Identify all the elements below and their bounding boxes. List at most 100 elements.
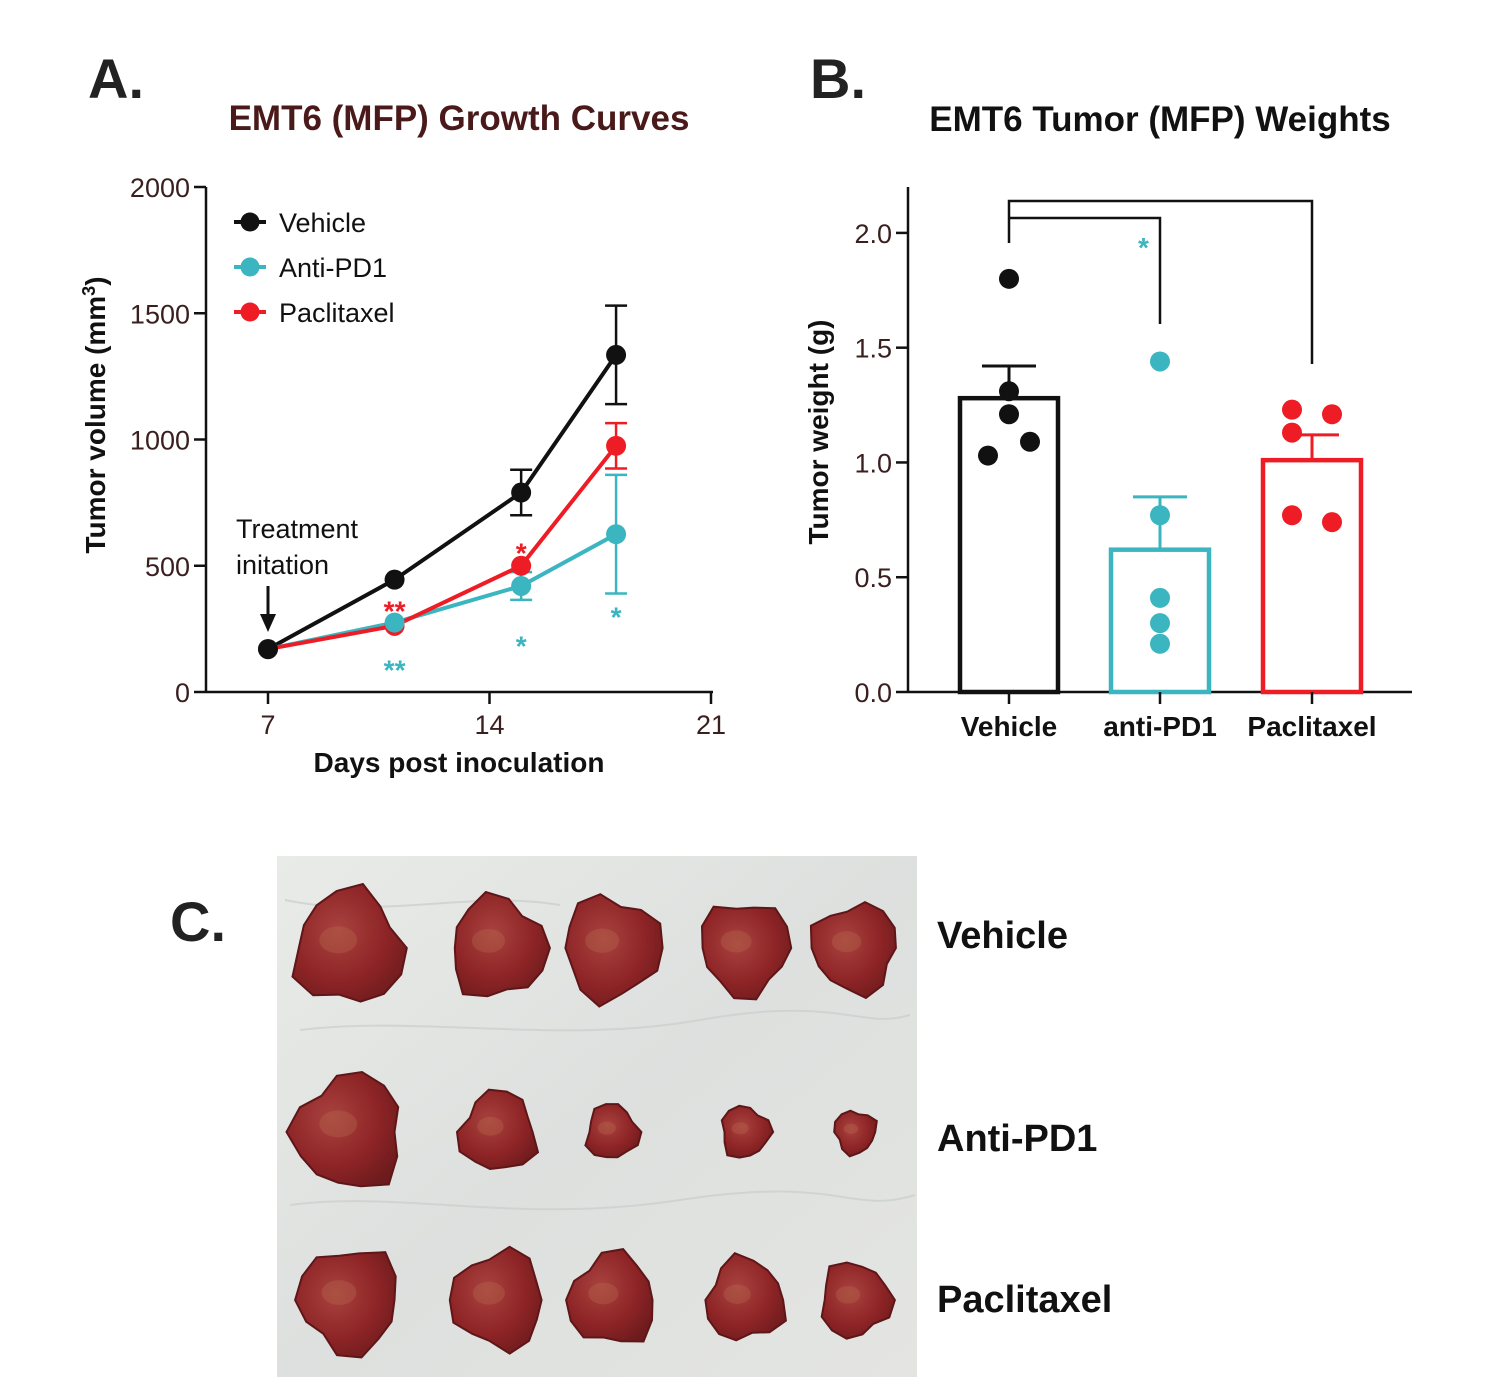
treatment-arrow-head — [260, 614, 276, 632]
chart-a-significance-marks: ******* — [384, 537, 622, 685]
tumor-sample — [584, 1103, 643, 1159]
panel-c-letter: C. — [170, 890, 226, 953]
tumor-sample — [700, 905, 793, 1001]
bracket-vehicle-paclitaxel — [1007, 199, 1314, 364]
tumor-highlight — [835, 1285, 861, 1304]
legend-marker — [240, 302, 260, 322]
tumor-highlight — [472, 1281, 505, 1305]
tumor-highlight — [319, 1110, 358, 1138]
data-point-paclitaxel — [511, 555, 532, 576]
panel-b-letter: B. — [810, 47, 866, 110]
significance-mark: ** — [384, 595, 406, 626]
data-point-vehicle — [1020, 431, 1040, 452]
category-label-paclitaxel: Paclitaxel — [1247, 711, 1376, 742]
chart-a-x-tick-label: 7 — [260, 710, 275, 740]
legend-marker — [240, 257, 260, 277]
legend-label: Vehicle — [279, 208, 366, 238]
treatment-arrow-icon — [260, 586, 276, 632]
significance-mark: * — [516, 631, 527, 662]
significance-mark: ** — [384, 655, 406, 686]
tumor-highlight — [731, 1122, 749, 1135]
data-point-paclitaxel — [1282, 399, 1302, 420]
tumor-sample — [565, 1248, 654, 1343]
chart-a-y-tick-label: 2000 — [130, 173, 190, 203]
tumor-sample — [455, 1088, 540, 1171]
bar-paclitaxel — [1260, 457, 1364, 695]
chart-b-y-tick-label: 0.0 — [854, 678, 892, 708]
data-point-paclitaxel — [1322, 512, 1342, 533]
significance-mark: * — [1138, 232, 1149, 263]
data-point-anti-pd1 — [1150, 505, 1170, 526]
tumor-highlight — [831, 931, 862, 953]
chart-a-x-tick-label: 14 — [474, 710, 504, 740]
panel-b-tumor-weights: B. EMT6 Tumor (MFP) Weights 0.0 0.5 1.0 1.5… — [803, 47, 1412, 742]
significance-mark: * — [516, 537, 527, 568]
panel-a-growth-curves: A. EMT6 (MFP) Growth Curves 0 500 1000 1500… — [79, 47, 726, 778]
chart-a-x-ticks: 7 14 21 — [260, 692, 726, 740]
tumor-sample — [720, 1104, 775, 1159]
tumor-highlight — [321, 1280, 357, 1305]
chart-a-legend: Vehicle Anti-PD1 Paclitaxel — [234, 208, 395, 328]
chart-a-y-tick-label: 0 — [175, 678, 190, 708]
tumor-highlight — [720, 930, 752, 953]
chart-a-y-axis-title-close: ) — [80, 276, 111, 285]
panel-a-letter: A. — [88, 47, 144, 110]
tumor-highlight — [597, 1121, 616, 1135]
tumor-highlight — [471, 928, 506, 953]
tumor-sample — [809, 900, 897, 1000]
data-point-vehicle — [999, 381, 1019, 402]
tumor-highlight — [723, 1284, 751, 1304]
tumor-sample — [285, 1070, 400, 1188]
chart-a-y-axis-title-main: Tumor volume (mm — [80, 296, 111, 554]
data-point-anti-pd1 — [1150, 633, 1170, 654]
data-point-vehicle — [511, 482, 532, 503]
chart-b-significance-brackets: * — [1007, 199, 1314, 364]
tumor-highlight — [588, 1282, 619, 1305]
tumor-sample — [453, 890, 551, 998]
data-point-vehicle — [999, 268, 1019, 289]
tumor-highlight — [585, 928, 620, 953]
chart-b-data-points — [978, 268, 1342, 654]
chart-a-data-points — [258, 344, 627, 660]
bracket-vehicle-anti-pd1 — [1009, 216, 1162, 324]
legend-label: Paclitaxel — [279, 298, 395, 328]
photo-row-label-anti-pd1: Anti-PD1 — [937, 1118, 1097, 1160]
significance-mark: * — [611, 602, 622, 633]
data-point-anti-pd1 — [1150, 587, 1170, 608]
tumor-sample — [291, 882, 408, 1003]
data-point-anti-pd1 — [606, 524, 627, 545]
chart-a-y-axis-title: Tumor volume (mm3) — [79, 276, 111, 553]
data-point-paclitaxel — [1322, 404, 1342, 425]
tumor-sample — [448, 1245, 543, 1355]
chart-a-x-tick-label: 21 — [696, 710, 726, 740]
tumor-highlight — [477, 1116, 504, 1136]
data-point-vehicle — [384, 569, 405, 590]
chart-a-x-axis-title: Days post inoculation — [314, 747, 605, 778]
treatment-annotation-line2: initation — [236, 550, 329, 580]
chart-a-y-tick-label: 1500 — [130, 299, 190, 329]
tumor-sample — [294, 1251, 397, 1359]
series-line-vehicle — [267, 353, 618, 651]
data-point-anti-pd1 — [384, 612, 405, 633]
tumor-sample — [704, 1252, 787, 1342]
data-point-anti-pd1 — [1150, 613, 1170, 634]
chart-b-y-axis-title: Tumor weight (g) — [803, 320, 834, 545]
data-point-vehicle — [978, 445, 998, 466]
chart-b-y-tick-label: 2.0 — [854, 219, 892, 249]
photo-tumors — [285, 882, 897, 1359]
photo-row-label-paclitaxel: Paclitaxel — [937, 1279, 1112, 1321]
chart-b-y-ticks: 0.0 0.5 1.0 1.5 2.0 — [854, 219, 908, 708]
tumor-sample — [833, 1109, 878, 1158]
data-point-anti-pd1 — [511, 575, 532, 596]
tumor-sample — [564, 893, 664, 1008]
photo-row-label-vehicle: Vehicle — [937, 915, 1068, 957]
category-label-vehicle: Vehicle — [961, 711, 1058, 742]
tumor-sample — [820, 1261, 896, 1340]
panel-c-tumor-photo: C. Vehicle Anti-PD1 Paclitaxel — [170, 856, 1112, 1377]
tumor-highlight — [319, 926, 358, 954]
chart-b-y-tick-label: 1.0 — [854, 448, 892, 478]
chart-b-y-tick-label: 1.5 — [854, 334, 892, 364]
data-point-paclitaxel — [1282, 422, 1302, 443]
chart-a-y-tick-label: 1000 — [130, 426, 190, 456]
